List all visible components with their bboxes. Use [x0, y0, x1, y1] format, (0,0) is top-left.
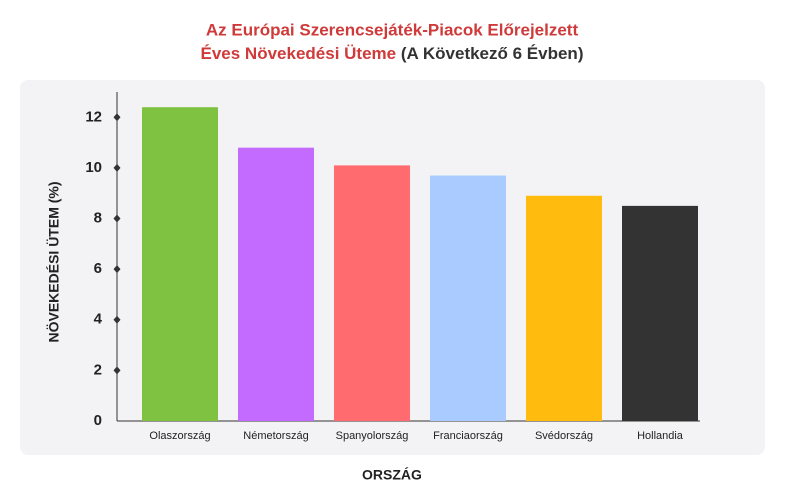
- x-tick-label: Németország: [243, 430, 308, 442]
- y-tick-label: 2: [94, 361, 102, 378]
- y-tick-mark: [113, 113, 121, 122]
- bar: [622, 205, 698, 421]
- x-axis-label: ORSZÁG: [362, 467, 422, 483]
- bar: [526, 195, 602, 421]
- bar: [334, 165, 410, 421]
- y-tick-label: 8: [94, 210, 102, 227]
- y-tick-mark: [113, 265, 121, 274]
- bar: [430, 175, 506, 421]
- y-tick-mark: [113, 214, 121, 223]
- y-tick-label: 0: [94, 412, 102, 429]
- chart-subtitle: (A Következő 6 Évben): [401, 44, 584, 63]
- chart-title-line: Éves Növekedési Üteme (A Következő 6 Évb…: [201, 44, 584, 63]
- y-tick-mark: [113, 315, 121, 324]
- y-tick-label: 10: [85, 159, 102, 176]
- bar: [238, 147, 314, 421]
- y-tick-label: 4: [94, 311, 103, 328]
- y-tick-mark: [113, 366, 121, 375]
- chart-title: Az Európai Szerencsejáték-Piacok Előreje…: [206, 20, 579, 39]
- y-tick-label: 12: [85, 108, 102, 125]
- y-tick-label: 6: [94, 260, 102, 277]
- y-tick-mark: [113, 163, 121, 172]
- chart-title: Éves Növekedési Üteme: [201, 44, 397, 63]
- x-tick-label: Olaszország: [149, 430, 210, 442]
- x-tick-label: Hollandia: [637, 430, 684, 442]
- x-tick-label: Spanyolország: [336, 430, 409, 442]
- x-tick-label: Svédország: [535, 430, 593, 442]
- y-axis-label: NÖVEKEDÉSI ÜTEM (%): [46, 181, 62, 342]
- x-tick-label: Franciaország: [433, 430, 503, 442]
- bar: [142, 107, 218, 421]
